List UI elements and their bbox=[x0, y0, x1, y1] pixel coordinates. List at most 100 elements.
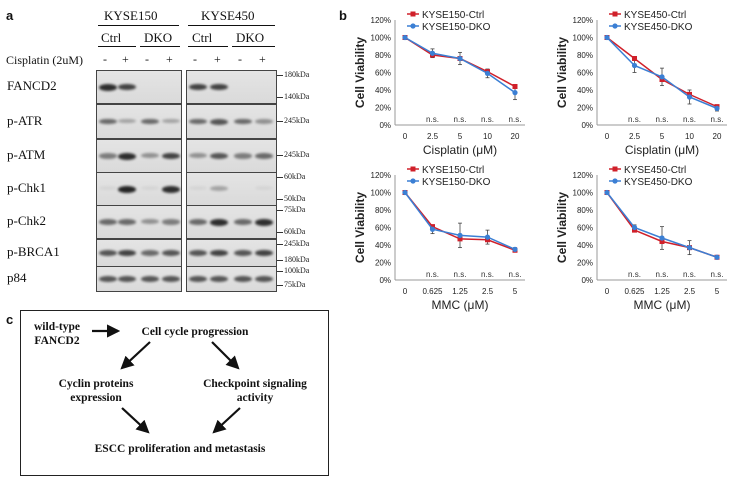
x-tick-label: 5 bbox=[660, 132, 665, 141]
blot-row-label: p-BRCA1 bbox=[7, 244, 60, 259]
protein-band bbox=[255, 186, 273, 191]
protein-band bbox=[162, 250, 180, 257]
significance-label: n.s. bbox=[509, 115, 522, 124]
group-label: Ctrl bbox=[101, 30, 122, 45]
y-tick-label: 100% bbox=[573, 189, 593, 198]
legend-marker bbox=[612, 23, 618, 29]
pathway-arrows bbox=[92, 324, 241, 434]
significance-label: n.s. bbox=[711, 115, 724, 124]
protein-band bbox=[162, 153, 180, 160]
data-point-circle bbox=[659, 74, 665, 80]
blot-image bbox=[96, 139, 182, 173]
blot-image bbox=[186, 139, 277, 173]
legend-label: KYSE450-Ctrl bbox=[624, 10, 686, 21]
cell-line-kyse150: KYSE150 bbox=[104, 8, 158, 23]
x-tick-label: 5 bbox=[458, 132, 463, 141]
data-point-square bbox=[659, 239, 665, 244]
x-tick-label: 10 bbox=[483, 132, 492, 141]
y-tick-label: 60% bbox=[375, 224, 391, 233]
y-tick-label: 100% bbox=[371, 189, 391, 198]
y-tick-label: 40% bbox=[577, 86, 593, 95]
y-tick-label: 0% bbox=[581, 121, 593, 130]
significance-label: n.s. bbox=[656, 270, 669, 279]
panel-b-letter: b bbox=[339, 8, 347, 23]
protein-band bbox=[99, 84, 117, 91]
node-text-line: FANCD2 bbox=[34, 335, 80, 347]
legend-marker bbox=[612, 11, 618, 17]
y-tick-label: 120% bbox=[371, 171, 391, 180]
x-tick-label: 1.25 bbox=[654, 287, 670, 296]
data-point-circle bbox=[484, 234, 491, 240]
data-point-circle bbox=[659, 235, 665, 241]
protein-band bbox=[141, 186, 159, 191]
kda-marker: 100kDa bbox=[276, 266, 310, 275]
lane-sign: - bbox=[238, 52, 242, 66]
lane-sign: + bbox=[166, 52, 173, 66]
blot-image bbox=[96, 172, 182, 206]
node-text-line: Checkpoint signaling bbox=[203, 378, 307, 390]
y-tick-label: 20% bbox=[577, 259, 593, 268]
protein-band bbox=[141, 276, 159, 283]
x-tick-label: 0 bbox=[605, 287, 610, 296]
legend-marker bbox=[410, 23, 416, 29]
blot-image bbox=[186, 239, 277, 267]
data-point-circle bbox=[686, 94, 693, 100]
cell-line-underline bbox=[98, 25, 179, 26]
blot-row-label: FANCD2 bbox=[7, 78, 57, 93]
y-tick-label: 0% bbox=[379, 276, 391, 285]
x-tick-label: 20 bbox=[511, 132, 520, 141]
series-line bbox=[404, 36, 516, 94]
lane-sign: + bbox=[122, 52, 129, 66]
y-tick-label: 0% bbox=[379, 121, 391, 130]
protein-band bbox=[162, 118, 180, 124]
data-point-circle bbox=[429, 50, 436, 56]
y-tick-label: 100% bbox=[371, 34, 391, 43]
protein-band bbox=[234, 219, 252, 225]
blot-row-label: p-ATM bbox=[7, 147, 46, 162]
kda-marker: 245kDa bbox=[276, 115, 310, 125]
kda-marker: 60kDa bbox=[276, 172, 306, 181]
protein-band bbox=[118, 186, 136, 193]
y-tick-label: 80% bbox=[375, 206, 391, 215]
node-cyclin-expression: Cyclin proteins expression bbox=[36, 377, 156, 405]
legend-marker bbox=[410, 11, 416, 17]
data-point-square bbox=[632, 56, 637, 61]
protein-band bbox=[118, 118, 136, 124]
protein-band bbox=[210, 153, 228, 160]
significance-label: n.s. bbox=[683, 270, 696, 279]
kda-marker: 180kDa bbox=[276, 70, 310, 79]
protein-band bbox=[99, 153, 117, 159]
arrow-cellcycle-to-checkpoint bbox=[211, 341, 240, 370]
protein-band bbox=[189, 250, 207, 257]
blot-row-label: p-Chk1 bbox=[7, 180, 46, 195]
protein-band bbox=[234, 276, 252, 283]
protein-band bbox=[141, 118, 159, 125]
protein-band bbox=[162, 219, 180, 225]
kda-marker: 245kDa bbox=[276, 239, 310, 248]
arrow-cellcycle-to-cyclin bbox=[120, 341, 151, 370]
significance-label: n.s. bbox=[426, 115, 439, 124]
protein-band bbox=[255, 276, 273, 283]
significance-label: n.s. bbox=[481, 115, 494, 124]
data-point-circle bbox=[402, 34, 408, 41]
kda-marker: 50kDa bbox=[276, 194, 306, 203]
x-tick-label: 10 bbox=[685, 132, 694, 141]
x-axis-title: MMC (μM) bbox=[634, 298, 691, 312]
protein-band bbox=[141, 153, 159, 159]
group-label: DKO bbox=[236, 30, 265, 45]
data-point-square bbox=[485, 237, 490, 243]
node-text-line: activity bbox=[236, 392, 274, 404]
blot-image bbox=[186, 104, 277, 139]
data-point-circle bbox=[512, 246, 518, 252]
kda-marker: 140kDa bbox=[276, 92, 310, 101]
protein-band bbox=[162, 276, 180, 283]
lane-sign: - bbox=[145, 52, 149, 66]
group-underline bbox=[140, 46, 180, 47]
protein-band bbox=[234, 153, 252, 159]
blot-image bbox=[186, 205, 277, 239]
protein-band bbox=[210, 276, 228, 283]
protein-band bbox=[255, 153, 273, 159]
legend-label: KYSE150-Ctrl bbox=[422, 165, 484, 176]
viability-charts: 0%20%40%60%80%100%120%0 2.5 5 10 20n.s. n.s. n… bbox=[353, 10, 727, 312]
x-tick-label: 0 bbox=[403, 132, 408, 141]
